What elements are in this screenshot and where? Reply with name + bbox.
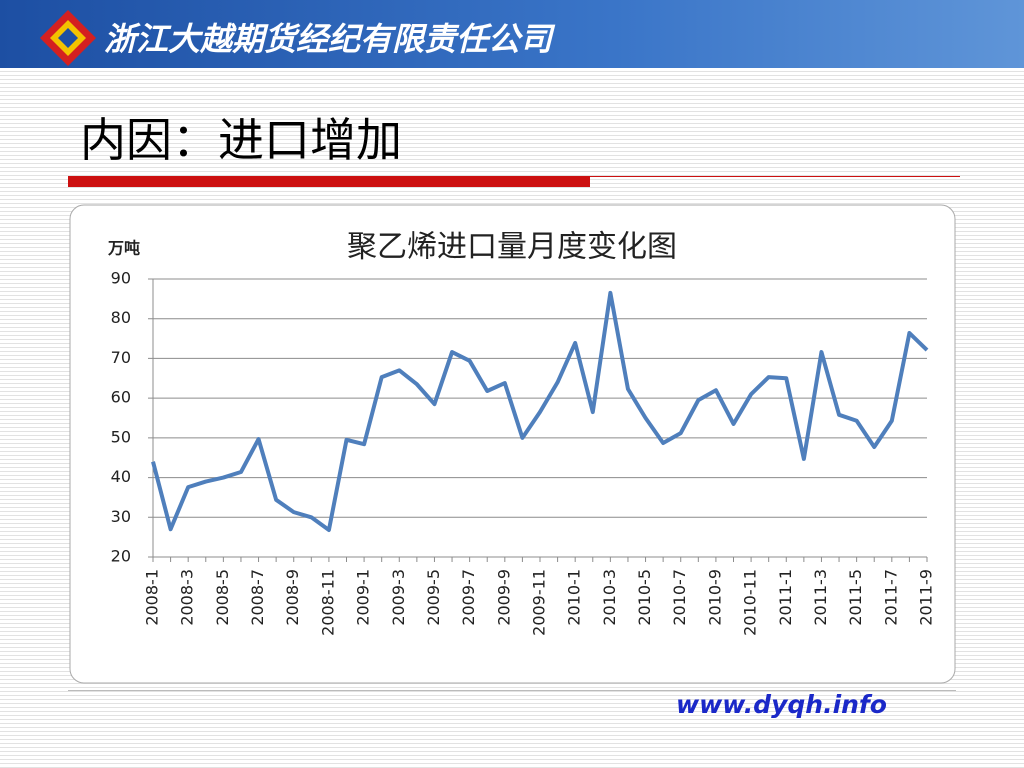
x-tick-label: 2008-7 xyxy=(248,569,267,626)
x-tick-label: 2010-5 xyxy=(635,569,654,626)
x-tick-label: 2010-9 xyxy=(705,569,724,626)
x-tick-label: 2008-3 xyxy=(178,569,197,626)
x-tick-label: 2009-11 xyxy=(530,569,549,636)
x-tick-label: 2011-7 xyxy=(881,569,900,626)
y-axis-title: 万吨 xyxy=(107,239,140,258)
y-tick-label: 60 xyxy=(111,388,131,407)
slide-title: 内因：进口增加 xyxy=(80,113,402,167)
x-tick-label: 2009-3 xyxy=(389,569,408,626)
x-tick-label: 2011-1 xyxy=(776,569,795,626)
footer-rule xyxy=(68,690,956,691)
x-tick-label: 2010-1 xyxy=(565,569,584,626)
x-tick-label: 2008-5 xyxy=(213,569,232,626)
x-tick-label: 2011-9 xyxy=(917,569,936,626)
y-tick-label: 80 xyxy=(111,308,131,327)
footer-url: www.dyqh.info xyxy=(676,690,887,719)
x-tick-label: 2010-7 xyxy=(670,569,689,626)
x-tick-label: 2010-3 xyxy=(600,569,619,626)
x-tick-label: 2008-11 xyxy=(318,569,337,636)
chart-frame xyxy=(69,204,956,684)
x-tick-label: 2011-5 xyxy=(846,569,865,626)
x-tick-label: 2010-11 xyxy=(741,569,760,636)
y-tick-label: 90 xyxy=(111,269,131,288)
x-tick-label: 2009-7 xyxy=(459,569,478,626)
x-tick-label: 2011-3 xyxy=(811,569,830,626)
x-tick-label: 2008-1 xyxy=(143,569,162,626)
data-line xyxy=(151,290,929,532)
logo xyxy=(40,10,96,66)
x-tick-label: 2008-9 xyxy=(283,569,302,626)
x-tick-label: 2009-5 xyxy=(424,569,443,626)
y-tick-label: 20 xyxy=(111,547,131,566)
y-tick-label: 70 xyxy=(111,348,131,367)
x-tick-label: 2009-1 xyxy=(354,569,373,626)
y-tick-label: 40 xyxy=(111,467,131,486)
company-name: 浙江大越期货经纪有限责任公司 xyxy=(104,20,553,58)
header-bar: 浙江大越期货经纪有限责任公司 xyxy=(0,0,1024,68)
y-tick-label: 50 xyxy=(111,427,131,446)
title-underline xyxy=(68,176,590,187)
y-tick-label: 30 xyxy=(111,507,131,526)
chart-title: 聚乙烯进口量月度变化图 xyxy=(347,230,677,265)
title-rule xyxy=(590,176,960,177)
x-tick-label: 2009-9 xyxy=(494,569,513,626)
